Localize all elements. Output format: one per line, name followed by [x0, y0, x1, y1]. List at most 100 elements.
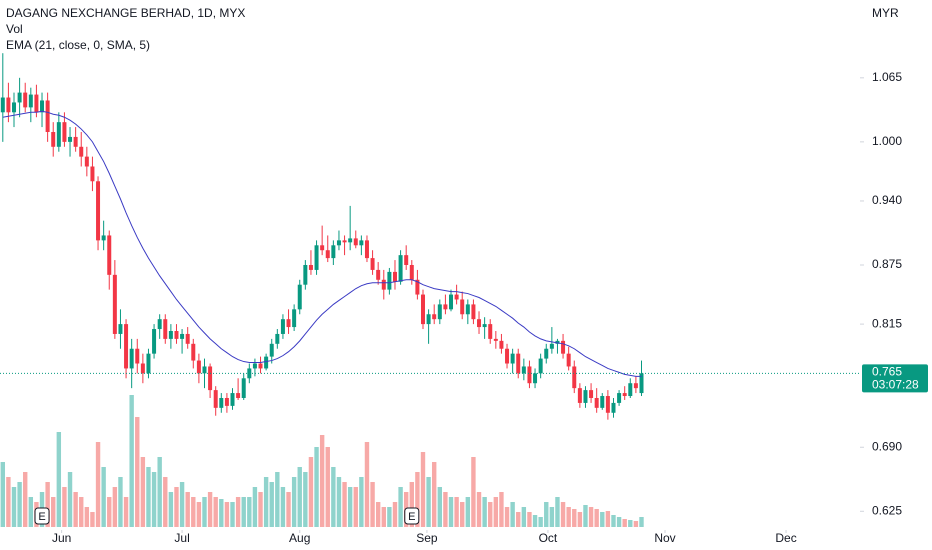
volume-bar — [230, 502, 235, 527]
volume-bar — [286, 492, 291, 527]
volume-bar — [11, 487, 17, 527]
volume-bar — [420, 452, 426, 527]
volume-bar — [471, 457, 476, 527]
candle-body — [6, 97, 11, 113]
x-tick-label: Jul — [174, 531, 189, 545]
candle-body — [336, 240, 341, 246]
candle-body — [146, 353, 151, 374]
candle-body — [488, 324, 493, 339]
candle-body — [286, 319, 291, 328]
candle-body — [252, 363, 257, 369]
volume-bar — [269, 482, 274, 527]
volume-bar — [353, 487, 358, 527]
candle-body — [124, 324, 129, 369]
candle-body — [398, 255, 403, 282]
volume-bar — [398, 487, 403, 527]
volume-bar — [90, 512, 95, 527]
chart-title: DAGANG NEXCHANGE BERHAD, 1D, MYX — [6, 6, 245, 20]
x-tick-label: Jun — [52, 531, 71, 545]
volume-bar — [409, 482, 414, 527]
candle-body — [482, 324, 487, 328]
volume-bar — [633, 521, 639, 527]
volume-bar — [510, 502, 515, 527]
volume-legend: Vol — [6, 22, 23, 36]
candle-body — [538, 358, 543, 374]
volume-bar — [359, 477, 364, 527]
volume-bar — [622, 519, 627, 527]
candle-body — [23, 92, 28, 108]
volume-bar — [308, 457, 314, 527]
earnings-label: E — [38, 511, 45, 523]
candle-body — [572, 366, 577, 389]
x-tick-label: Aug — [289, 531, 310, 545]
candle-body — [493, 338, 498, 341]
volume-bar — [241, 497, 246, 527]
volume-bar — [448, 497, 454, 527]
candle-body — [454, 294, 459, 300]
candle-body — [331, 245, 336, 259]
volume-bar — [605, 511, 611, 527]
candle-body — [292, 309, 297, 328]
candle-body — [605, 396, 610, 413]
candle-body — [505, 348, 510, 364]
candle-body — [40, 100, 45, 113]
candle-body — [611, 402, 616, 413]
volume-bar — [258, 492, 263, 527]
candle-body — [443, 304, 448, 310]
candle-body — [73, 136, 78, 147]
candle-body — [258, 363, 263, 369]
y-tick-label: 0.625 — [872, 503, 902, 517]
x-tick-label: Nov — [654, 531, 675, 545]
candle-body — [342, 240, 347, 243]
candle-body — [420, 294, 425, 325]
candle-body — [622, 393, 627, 397]
volume-bar — [465, 497, 471, 527]
volume-bar — [28, 497, 34, 527]
candle-body — [449, 294, 454, 310]
candle-body — [303, 265, 308, 285]
candle-body — [364, 240, 369, 259]
candle-body — [426, 314, 431, 325]
volume-bar — [319, 435, 325, 527]
candle-body — [129, 348, 134, 369]
candle-body — [224, 397, 229, 406]
candle-body — [196, 360, 201, 374]
candle-body — [471, 304, 476, 320]
volume-bar — [95, 442, 101, 527]
volume-bar — [566, 507, 571, 527]
volume-bar — [331, 467, 336, 527]
volume-bar — [107, 497, 112, 527]
volume-bar — [347, 487, 353, 527]
volume-bar — [432, 462, 437, 527]
volume-bar — [588, 507, 594, 527]
volume-bar — [17, 482, 22, 527]
volume-bar — [219, 499, 224, 527]
volume-bar — [375, 502, 381, 527]
volume-bar — [45, 482, 50, 527]
x-tick-label: Sep — [416, 531, 438, 545]
volume-bar — [79, 497, 84, 527]
candle-body — [381, 279, 386, 290]
countdown-label: 03:07:28 — [872, 378, 919, 392]
volume-bar — [146, 467, 151, 527]
y-tick-label: 1.065 — [872, 70, 902, 84]
volume-bar — [314, 447, 319, 527]
candle-body — [28, 94, 33, 108]
volume-bar — [303, 472, 308, 527]
candle-body — [0, 97, 5, 113]
volume-bar — [488, 502, 493, 527]
volume-bar — [482, 497, 487, 527]
volume-bar — [600, 512, 605, 527]
candle-body — [325, 250, 330, 259]
candle-body — [510, 353, 515, 364]
candle-body — [589, 390, 594, 398]
candle-body — [521, 366, 526, 374]
volume-bar — [387, 507, 392, 527]
volume-bar — [129, 395, 134, 527]
volume-bar — [123, 497, 129, 527]
volume-bar — [56, 432, 62, 527]
candle-body — [230, 393, 235, 406]
volume-bar — [191, 497, 196, 527]
candle-body — [191, 343, 196, 361]
